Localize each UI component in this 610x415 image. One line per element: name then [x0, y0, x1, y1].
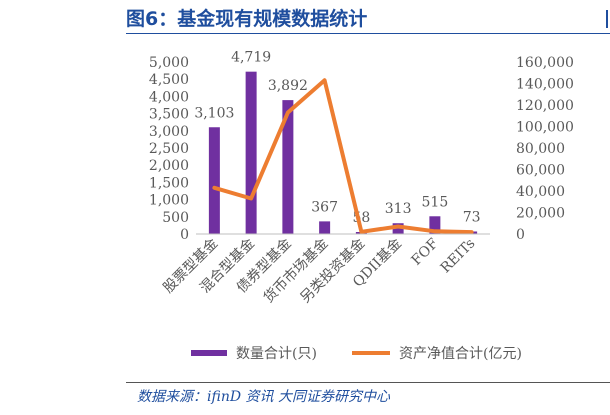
bar-value-label: 3,103 [194, 105, 234, 121]
net-assets-line [212, 78, 474, 235]
bar-value-label: 367 [311, 199, 338, 215]
combo-chart: 05001,0001,5002,0002,5003,0003,5004,0004… [149, 50, 574, 362]
bar [392, 223, 404, 234]
left-axis-tick-label: 1,000 [149, 193, 189, 209]
bar [282, 100, 294, 234]
right-axis-tick-label: 80,000 [516, 141, 565, 157]
bar-value-label: 313 [385, 201, 412, 217]
bar [245, 71, 257, 234]
left-axis-tick-label: 4,500 [149, 72, 189, 88]
bar-value-label: 4,719 [231, 50, 271, 66]
bar-value-label: 3,892 [268, 78, 308, 94]
right-axis-tick-label: 100,000 [516, 120, 574, 136]
legend-label-count: 数量合计(只) [236, 346, 317, 362]
right-axis-tick-label: 20,000 [516, 206, 565, 222]
right-axis-tick-label: 140,000 [516, 77, 574, 93]
left-axis-tick-label: 0 [180, 227, 189, 243]
left-axis-tick-label: 500 [162, 210, 189, 226]
line-series-net-assets [212, 78, 474, 235]
legend-label-net-assets: 资产净值合计(亿元) [399, 346, 522, 362]
figure-title: 图6：基金现有规模数据统计 [126, 8, 368, 30]
right-axis-tick-label: 0 [516, 227, 525, 243]
right-axis-tick-label: 160,000 [516, 55, 574, 71]
category-label: REITs [438, 236, 479, 277]
right-axis: 0 20,000 40,000 60,000 80,000 100,000 120,000 1… [516, 55, 574, 243]
left-axis-tick-label: 2,000 [149, 158, 189, 174]
left-axis-tick-label: 4,000 [149, 89, 189, 105]
left-axis-tick-label: 2,500 [149, 141, 189, 157]
title-underline [126, 33, 610, 34]
bar [429, 216, 441, 234]
bar [319, 221, 331, 234]
left-axis-tick-label: 3,000 [149, 124, 189, 140]
left-axis-tick-label: 3,500 [149, 107, 189, 123]
source-divider [126, 382, 610, 383]
category-label: FOF [409, 235, 442, 268]
source-note: 数据来源：ifinD 资讯 大同证券研究中心 [137, 389, 390, 405]
left-axis-tick-label: 5,000 [149, 55, 189, 71]
left-axis-tick-label: 1,500 [149, 175, 189, 191]
corner-mark [606, 10, 608, 28]
legend-swatch-bar [191, 350, 227, 356]
bar [208, 127, 220, 234]
bar-value-label: 73 [463, 209, 481, 225]
right-axis-tick-label: 120,000 [516, 98, 574, 114]
right-axis-tick-label: 60,000 [516, 163, 565, 179]
legend: 数量合计(只) 资产净值合计(亿元) [191, 346, 522, 362]
right-axis-tick-label: 40,000 [516, 184, 565, 200]
bar-value-label: 515 [422, 194, 449, 210]
